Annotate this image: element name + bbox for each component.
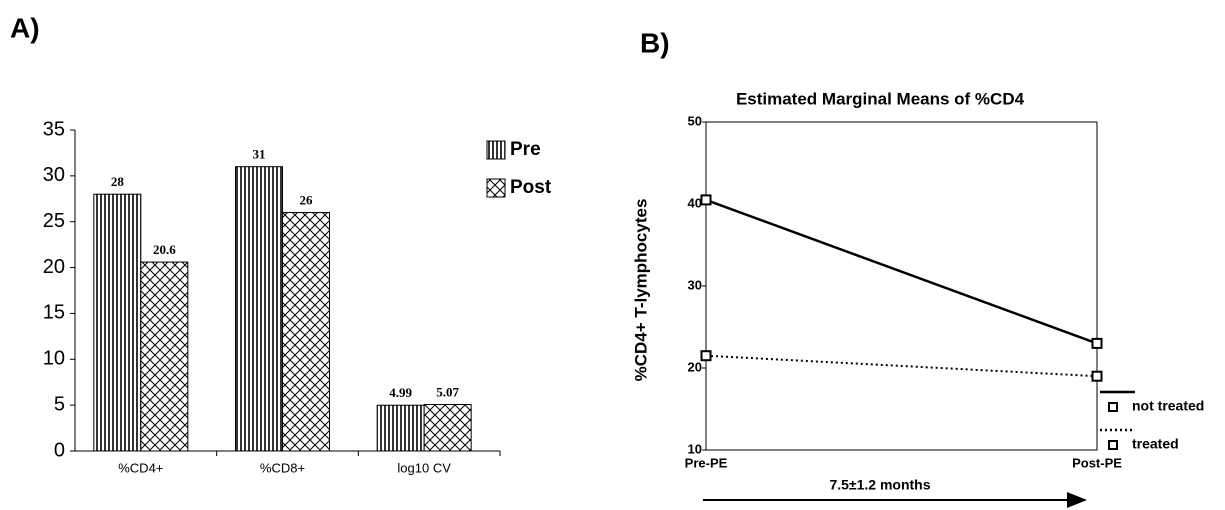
y-tick-label: 0	[54, 439, 65, 461]
series-line	[705, 354, 1098, 378]
y-tick-label: 20	[43, 256, 65, 278]
y-tick-label: 50	[688, 113, 702, 128]
x-tick-label: %CD8+	[260, 460, 305, 475]
panel-label: B)	[640, 27, 670, 58]
series-line	[705, 198, 1098, 345]
y-tick-label: 30	[688, 277, 702, 292]
value-label: 26	[300, 193, 314, 208]
legend-swatch	[486, 178, 506, 198]
bar	[376, 404, 425, 452]
point-marker	[1091, 370, 1103, 382]
value-label: 4.99	[389, 385, 412, 400]
y-tick-label: 15	[43, 302, 65, 324]
plot-frame	[705, 121, 1098, 451]
y-axis-label: %CD4+ T-lymphocytes	[631, 199, 650, 382]
point-marker	[700, 350, 712, 362]
y-tick-label: 20	[688, 359, 702, 374]
bar	[282, 212, 330, 452]
legend-label: Pre	[510, 139, 541, 160]
y-tick-label: 10	[688, 441, 702, 456]
legend-label: not treated	[1132, 398, 1204, 414]
y-tick-label: 25	[43, 210, 65, 232]
bar	[140, 261, 189, 452]
point-marker	[1091, 337, 1103, 349]
y-tick-label: 40	[688, 195, 702, 210]
value-label: 5.07	[436, 384, 459, 399]
x-tick-label: %CD4+	[118, 460, 163, 475]
y-tick-label: 5	[54, 393, 65, 415]
chart-title: Estimated Marginal Means of %CD4	[736, 89, 1025, 108]
y-tick-label: 30	[43, 164, 65, 186]
point-marker	[700, 194, 712, 206]
panel-label: A)	[10, 12, 40, 43]
value-label: 31	[253, 147, 266, 162]
y-tick-label: 35	[43, 118, 65, 140]
value-label: 20.6	[153, 242, 176, 257]
y-tick-label: 10	[43, 348, 65, 370]
bar	[93, 193, 142, 452]
legend-marker	[1108, 402, 1118, 412]
legend-marker	[1108, 440, 1118, 450]
legend-label: treated	[1132, 436, 1179, 452]
bar	[235, 166, 283, 452]
x-tick-label: Pre-PE	[685, 455, 728, 470]
legend-label: Post	[510, 177, 552, 198]
legend-swatch	[486, 140, 506, 160]
x-tick-label: Post-PE	[1072, 455, 1122, 470]
annotation: 7.5±1.2 months	[829, 477, 930, 493]
bar	[423, 404, 472, 452]
x-tick-label: log10 CV	[397, 460, 451, 475]
value-label: 28	[111, 174, 125, 189]
